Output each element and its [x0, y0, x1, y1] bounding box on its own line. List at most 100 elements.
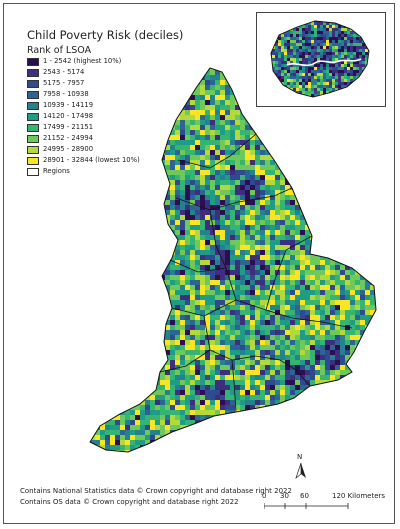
lsoa-cell [165, 170, 171, 176]
lsoa-cell [125, 85, 131, 91]
lsoa-cell [296, 49, 300, 53]
lsoa-cell [365, 145, 371, 151]
lsoa-cell [160, 285, 166, 291]
lsoa-cell [150, 305, 156, 311]
lsoa-cell [245, 260, 251, 266]
lsoa-cell [255, 190, 261, 196]
lsoa-cell [345, 145, 351, 151]
lsoa-cell [335, 150, 341, 156]
lsoa-cell [80, 190, 85, 195]
lsoa-cell [90, 85, 91, 91]
lsoa-cell [362, 28, 366, 32]
lsoa-cell [275, 52, 279, 56]
lsoa-cell [395, 85, 400, 90]
lsoa-cell [329, 25, 333, 29]
lsoa-cell [240, 68, 246, 71]
lsoa-cell [200, 60, 205, 65]
lsoa-cell [105, 245, 111, 251]
lsoa-cell [311, 22, 315, 26]
lsoa-cell [95, 285, 101, 291]
lsoa-cell [270, 180, 276, 186]
lsoa-cell [330, 135, 336, 141]
lsoa-cell [80, 170, 85, 175]
lsoa-cell [365, 290, 371, 296]
lsoa-cell [315, 265, 321, 271]
lsoa-cell [317, 73, 321, 77]
lsoa-cell [90, 75, 91, 81]
lsoa-cell [344, 64, 348, 68]
lsoa-cell [235, 305, 241, 311]
lsoa-cell [140, 295, 146, 301]
lsoa-cell [293, 73, 297, 77]
lsoa-cell [295, 110, 301, 116]
lsoa-cell [290, 305, 296, 311]
lsoa-cell [225, 295, 231, 301]
lsoa-cell [245, 200, 251, 206]
lsoa-cell [272, 55, 276, 59]
lsoa-cell [311, 61, 315, 65]
lsoa-cell [125, 215, 131, 221]
lsoa-cell [275, 85, 281, 91]
lsoa-cell [190, 135, 196, 141]
lsoa-cell [130, 180, 136, 186]
lsoa-cell [175, 240, 181, 246]
lsoa-cell [225, 70, 231, 76]
lsoa-cell [110, 165, 116, 171]
lsoa-cell [350, 145, 356, 151]
lsoa-cell [290, 76, 294, 80]
lsoa-cell [215, 150, 221, 156]
lsoa-cell [305, 315, 311, 321]
lsoa-cell [305, 125, 311, 131]
lsoa-cell [345, 265, 351, 271]
lsoa-cell [90, 100, 91, 106]
lsoa-cell [255, 135, 261, 141]
lsoa-cell [300, 90, 306, 96]
lsoa-cell [155, 140, 161, 146]
lsoa-cell [145, 190, 151, 196]
lsoa-cell [320, 300, 326, 306]
lsoa-cell [302, 28, 306, 32]
lsoa-cell [250, 225, 256, 231]
lsoa-cell [355, 225, 361, 231]
lsoa-cell [170, 90, 176, 96]
lsoa-cell [180, 210, 186, 216]
lsoa-cell [355, 95, 361, 101]
lsoa-cell [160, 110, 166, 116]
lsoa-cell [90, 145, 91, 151]
lsoa-cell [340, 170, 346, 176]
lsoa-cell [335, 34, 339, 38]
lsoa-cell [110, 140, 116, 146]
lsoa-cell [65, 220, 70, 225]
lsoa-cell [120, 160, 126, 166]
lsoa-cell [115, 290, 121, 296]
lsoa-cell [260, 250, 266, 256]
lsoa-cell [185, 175, 191, 181]
lsoa-cell [75, 305, 80, 310]
lsoa-cell [80, 65, 85, 70]
lsoa-cell [60, 205, 65, 210]
lsoa-cell [260, 22, 263, 25]
lsoa-cell [263, 16, 266, 19]
lsoa-cell [281, 22, 285, 26]
lsoa-cell [390, 205, 395, 210]
lsoa-cell [360, 290, 366, 296]
lsoa-cell [310, 60, 315, 65]
lsoa-cell [255, 155, 261, 161]
lsoa-cell [165, 105, 171, 111]
lsoa-cell [60, 120, 65, 125]
lsoa-cell [350, 165, 356, 171]
lsoa-cell [195, 175, 201, 181]
lsoa-cell [275, 80, 281, 86]
lsoa-cell [345, 200, 351, 206]
lsoa-cell [326, 79, 330, 83]
lsoa-cell [275, 115, 281, 121]
lsoa-cell [210, 315, 216, 321]
lsoa-cell [185, 195, 191, 201]
lsoa-cell [190, 275, 196, 281]
lsoa-cell [350, 160, 356, 166]
lsoa-cell [305, 37, 309, 41]
lsoa-cell [330, 68, 336, 71]
lsoa-cell [70, 200, 75, 205]
lsoa-cell [338, 52, 342, 56]
lsoa-cell [195, 155, 201, 161]
